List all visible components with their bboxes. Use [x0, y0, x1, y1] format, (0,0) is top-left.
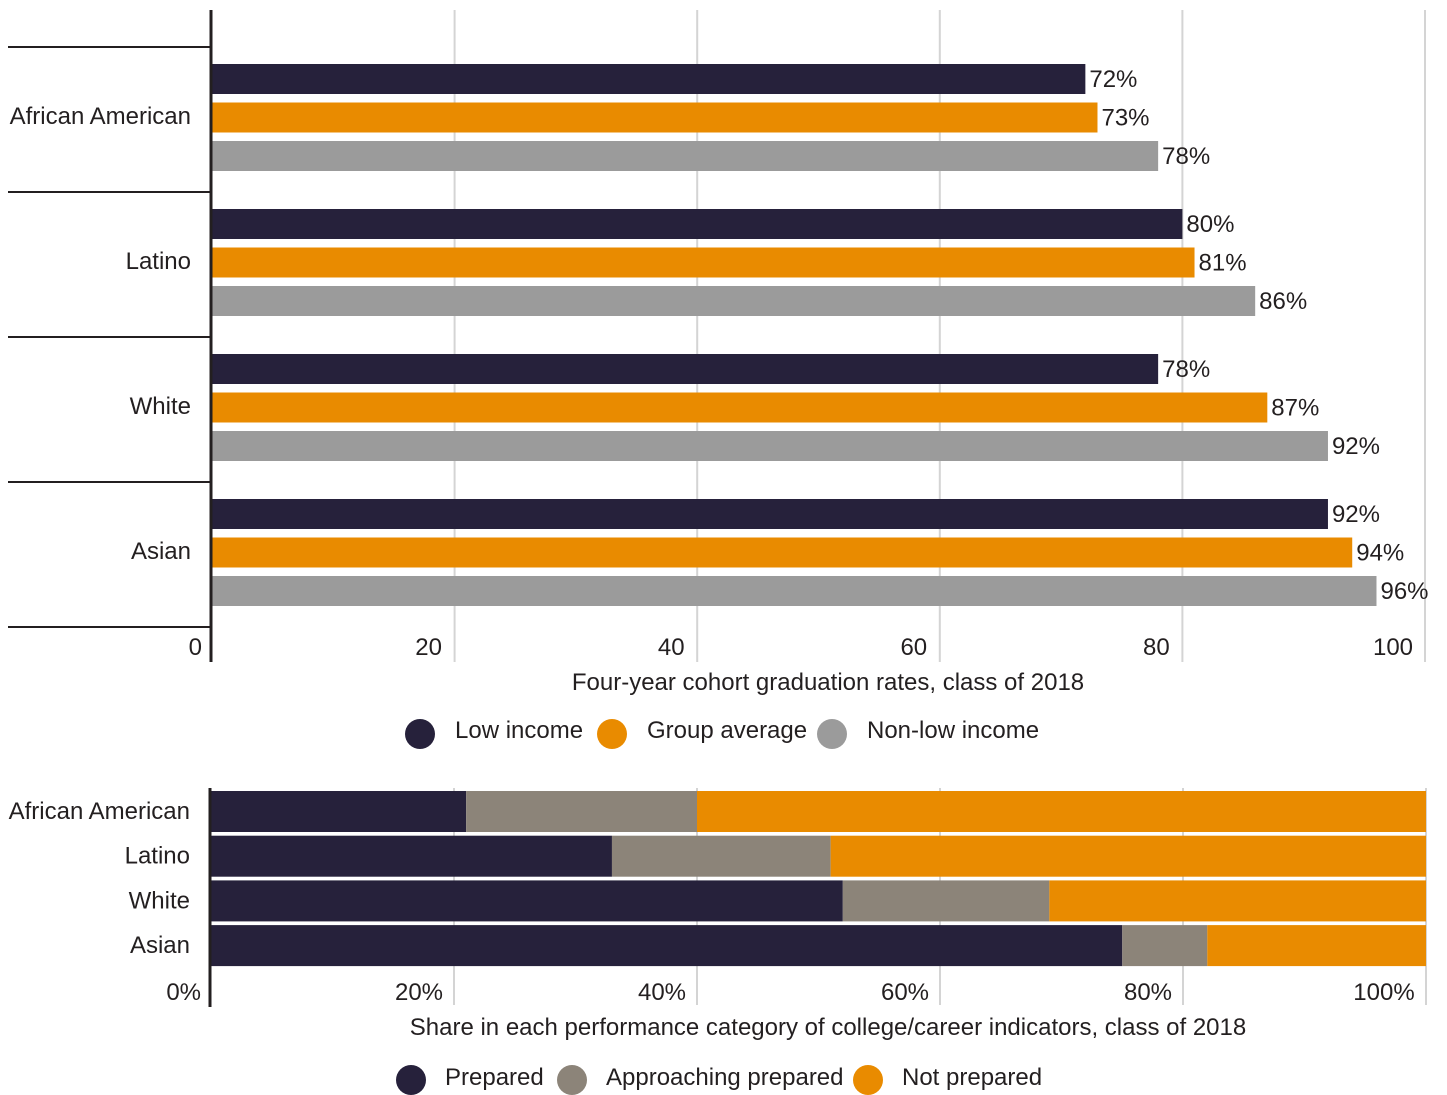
data-label: 81% — [1199, 250, 1247, 277]
bar-segment-not-prepared-african-american — [697, 791, 1426, 832]
legend-label-prepared: Prepared — [445, 1064, 544, 1091]
legend-swatch-prepared — [396, 1065, 426, 1095]
x-tick-labels: 0% 20% 40% 60% 80% 100% — [166, 979, 1414, 1006]
legend: Prepared Approaching prepared Not prepared — [396, 1064, 1042, 1095]
category-label-african-american: African American — [10, 103, 191, 130]
data-label: 72% — [1089, 66, 1137, 93]
x-axis-title: Four-year cohort graduation rates, class… — [572, 669, 1084, 696]
data-label: 92% — [1332, 501, 1380, 528]
legend-label-non-low-income: Non-low income — [867, 717, 1039, 744]
category-label-white: White — [130, 393, 191, 420]
x-tick-label: 20 — [415, 634, 442, 661]
bar-segment-approaching-prepared-asian — [1122, 925, 1208, 967]
category-label-latino: Latino — [126, 248, 191, 275]
bar-segment-approaching-prepared-white — [842, 880, 1050, 922]
bar-group: 72% 73% 78% 80% 81% 86% 78% 87% 92% 92% 94% 96% — [212, 64, 1429, 606]
x-tick-label: 0 — [189, 634, 202, 661]
stacked-bar-group — [211, 791, 1426, 967]
x-tick-label: 100 — [1373, 634, 1413, 661]
bar-segment-approaching-prepared-latino — [611, 835, 831, 877]
bar-non-low-income-white — [212, 431, 1328, 461]
college-career-chart: African American Latino White Asian 0% 20% 40… — [9, 788, 1427, 1095]
legend-label-low-income: Low income — [455, 717, 583, 744]
x-tick-label: 60 — [900, 634, 927, 661]
legend-swatch-group-average — [597, 719, 627, 749]
data-label: 78% — [1162, 356, 1210, 383]
bar-group-average-asian — [212, 537, 1353, 568]
bar-segment-prepared-asian — [211, 925, 1123, 967]
graduation-rates-chart: 72% 73% 78% 80% 81% 86% 78% 87% 92% 92% 94% 96% Afr… — [8, 10, 1429, 749]
legend: Low income Group average Non-low income — [405, 717, 1039, 749]
bar-segment-prepared-african-american — [211, 791, 467, 832]
category-label-asian: Asian — [131, 538, 191, 565]
x-tick-label: 40 — [658, 634, 685, 661]
category-label-latino: Latino — [125, 843, 190, 870]
legend-label-approaching-prepared: Approaching prepared — [606, 1064, 844, 1091]
category-label-african-american: African American — [9, 798, 190, 825]
bar-segment-not-prepared-white — [1049, 880, 1426, 922]
category-label-asian: Asian — [130, 932, 190, 959]
legend-swatch-non-low-income — [817, 719, 847, 749]
bar-segment-not-prepared-asian — [1207, 925, 1426, 967]
category-label-white: White — [129, 887, 190, 914]
x-tick-label: 20% — [395, 979, 443, 1006]
x-tick-label: 80% — [1124, 979, 1172, 1006]
bar-low-income-african-american — [212, 64, 1086, 94]
bar-segment-prepared-latino — [211, 835, 612, 877]
data-label: 94% — [1356, 540, 1404, 567]
legend-label-not-prepared: Not prepared — [902, 1064, 1042, 1091]
bar-non-low-income-asian — [212, 576, 1377, 606]
data-label: 78% — [1162, 143, 1210, 170]
x-tick-label: 60% — [881, 979, 929, 1006]
legend-swatch-not-prepared — [853, 1065, 883, 1095]
bar-low-income-latino — [212, 209, 1183, 239]
x-tick-label: 100% — [1353, 979, 1414, 1006]
bar-group-average-african-american — [212, 102, 1098, 133]
data-label: 86% — [1259, 288, 1307, 315]
bar-group-average-latino — [212, 247, 1195, 278]
x-tick-labels: 0 20 40 60 80 100 — [189, 634, 1413, 661]
x-axis-title: Share in each performance category of co… — [410, 1014, 1246, 1041]
legend-label-group-average: Group average — [647, 717, 807, 744]
x-tick-label: 80 — [1143, 634, 1170, 661]
category-labels: African American Latino White Asian — [10, 103, 191, 565]
bar-segment-prepared-white — [211, 880, 843, 922]
axis-lines — [8, 10, 213, 662]
bar-non-low-income-latino — [212, 286, 1256, 316]
bar-segment-not-prepared-latino — [830, 835, 1426, 877]
x-tick-label: 40% — [638, 979, 686, 1006]
legend-swatch-approaching-prepared — [557, 1065, 587, 1095]
bar-group-average-white — [212, 392, 1268, 423]
data-label: 80% — [1186, 211, 1234, 238]
data-label: 87% — [1271, 395, 1319, 422]
bar-non-low-income-african-american — [212, 141, 1159, 171]
legend-swatch-low-income — [405, 719, 435, 749]
data-label: 92% — [1332, 433, 1380, 460]
bar-segment-approaching-prepared-african-american — [466, 791, 697, 832]
bar-low-income-asian — [212, 499, 1328, 529]
bar-low-income-white — [212, 354, 1159, 384]
category-labels: African American Latino White Asian — [9, 798, 190, 959]
data-label: 73% — [1101, 105, 1149, 132]
x-tick-label: 0% — [166, 979, 201, 1006]
data-label: 96% — [1380, 578, 1428, 605]
